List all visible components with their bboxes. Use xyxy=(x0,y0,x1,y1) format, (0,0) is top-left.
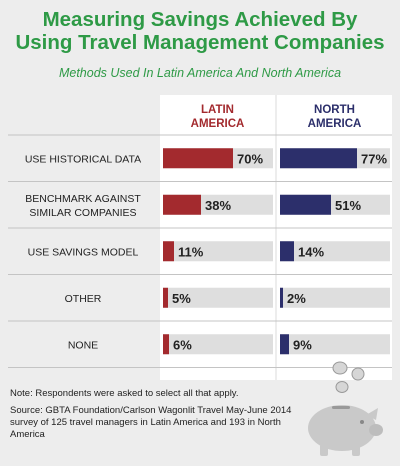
title-line-2: Using Travel Management Companies xyxy=(15,31,385,54)
data-label: 9% xyxy=(293,337,312,352)
data-label: 77% xyxy=(361,151,387,166)
column-panel-2 xyxy=(277,95,392,380)
source-note: Source: GBTA Foundation/Carlson Wagonlit… xyxy=(10,405,292,440)
data-label: 5% xyxy=(172,291,191,306)
bar xyxy=(280,334,289,355)
footnote: Note: Respondents were asked to select a… xyxy=(10,388,239,399)
category-label: SIMILAR COMPANIES xyxy=(29,207,136,219)
chart-subtitle: Methods Used In Latin America And North … xyxy=(58,66,342,80)
dollar-coin-icon xyxy=(332,361,365,393)
chart-title: Measuring Savings Achieved By Using Trav… xyxy=(0,8,400,54)
data-label: 14% xyxy=(298,244,324,259)
category-label: USE HISTORICAL DATA xyxy=(25,153,141,165)
bar-track xyxy=(280,334,390,355)
data-label: 51% xyxy=(335,198,361,213)
piggy-bank-icon xyxy=(308,361,383,456)
data-label: 38% xyxy=(205,198,231,213)
bar xyxy=(163,287,168,308)
bar-track xyxy=(280,287,390,308)
data-label: 11% xyxy=(178,244,204,259)
bar-track xyxy=(280,241,390,262)
category-label: USE SAVINGS MODEL xyxy=(28,246,139,258)
bar xyxy=(280,241,294,262)
bar xyxy=(280,287,283,308)
column-panel-1 xyxy=(160,95,275,380)
bar-chart: LATIN AMERICA NORTH AMERICA USE HISTORICAL D… xyxy=(8,95,392,380)
series-header-1-2: AMERICA xyxy=(191,118,245,130)
bar-track xyxy=(163,334,273,355)
series-header-1-1: LATIN xyxy=(201,104,234,116)
title-line-1: Measuring Savings Achieved By xyxy=(42,8,358,31)
category-label: OTHER xyxy=(65,293,102,305)
category-label: NONE xyxy=(68,339,98,351)
series-header-2-2: AMERICA xyxy=(308,118,362,130)
bar xyxy=(280,194,331,215)
bar-track xyxy=(163,241,273,262)
bar xyxy=(163,148,233,169)
bar xyxy=(163,241,174,262)
bar-track xyxy=(163,287,273,308)
bar xyxy=(163,194,201,215)
series-header-2-1: NORTH xyxy=(314,104,355,116)
bar xyxy=(163,334,169,355)
data-label: 2% xyxy=(287,291,306,306)
data-label: 6% xyxy=(173,337,192,352)
data-label: 70% xyxy=(237,151,263,166)
category-label: BENCHMARK AGAINST xyxy=(25,193,141,205)
bar xyxy=(280,148,357,169)
